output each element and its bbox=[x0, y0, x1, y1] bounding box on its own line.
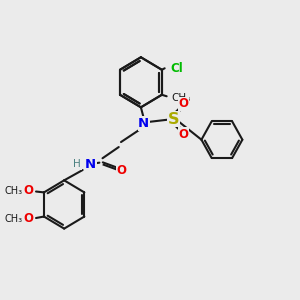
Text: CH₃: CH₃ bbox=[4, 214, 23, 224]
Text: S: S bbox=[168, 112, 179, 127]
Text: O: O bbox=[178, 97, 188, 110]
Text: O: O bbox=[117, 164, 127, 176]
Text: O: O bbox=[178, 128, 188, 141]
Text: Cl: Cl bbox=[170, 62, 183, 75]
Text: N: N bbox=[138, 117, 149, 130]
Text: CH₃: CH₃ bbox=[4, 186, 23, 196]
Text: N: N bbox=[85, 158, 96, 171]
Text: H: H bbox=[74, 159, 81, 169]
Text: O: O bbox=[23, 184, 33, 197]
Text: CH₃: CH₃ bbox=[171, 93, 190, 103]
Text: O: O bbox=[23, 212, 33, 225]
